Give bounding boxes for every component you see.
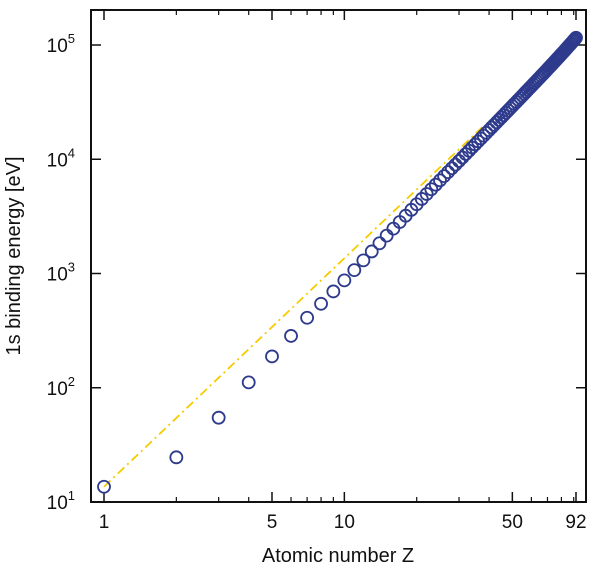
data-point (437, 169, 451, 184)
y-tick-label: 104 (47, 145, 75, 171)
data-point (569, 30, 583, 45)
y-tick-label: 103 (47, 260, 75, 286)
data-point (424, 182, 439, 197)
data-point (567, 32, 582, 47)
data-point (372, 236, 387, 251)
data-point (419, 187, 434, 201)
y-tick-exponent: 2 (68, 374, 75, 389)
y-tick-base: 10 (47, 379, 68, 400)
reference-line-layer (103, 125, 485, 488)
data-point (444, 161, 459, 176)
data-point (356, 253, 371, 268)
x-tick-labels: 1 5 10 50 92 (99, 512, 587, 533)
plot-frame (90, 9, 587, 503)
data-point (169, 450, 184, 465)
data-point (566, 33, 581, 48)
data-point (455, 150, 470, 165)
x-tick-label: 10 (334, 512, 355, 533)
y-axis-label: 1s binding energy [eV] (3, 156, 25, 355)
axis-ticks (91, 10, 586, 503)
y-tick-exponent: 3 (68, 260, 75, 275)
data-point (337, 273, 352, 288)
x-tick-label: 1 (99, 512, 110, 533)
data-point (448, 157, 463, 172)
y-tick-exponent: 5 (68, 31, 75, 46)
data-point (284, 329, 298, 343)
data-point (452, 154, 466, 168)
y-tick-label: 101 (47, 488, 75, 514)
data-point (314, 296, 328, 311)
data-point (241, 375, 256, 390)
data-point (379, 228, 394, 243)
y-tick-base: 10 (47, 36, 68, 57)
data-point (492, 112, 506, 127)
data-point (433, 173, 447, 188)
data-points (97, 30, 583, 494)
data-point (300, 310, 315, 325)
y-tick-base: 10 (47, 265, 68, 286)
data-point (347, 263, 362, 278)
y-tick-base: 10 (47, 150, 68, 171)
y-tick-label: 105 (47, 31, 75, 57)
reference-line (103, 125, 485, 488)
x-tick-label: 92 (565, 512, 586, 533)
y-tick-base: 10 (47, 493, 68, 514)
data-point (265, 349, 279, 364)
x-tick-label: 50 (502, 512, 523, 533)
y-tick-exponent: 4 (68, 145, 75, 160)
y-tick-label: 102 (47, 374, 75, 400)
data-point (441, 165, 455, 180)
data-point (97, 479, 111, 494)
plot-area (90, 9, 587, 503)
y-tick-exponent: 1 (68, 488, 75, 503)
data-point (364, 244, 379, 259)
data-point (565, 34, 580, 49)
data-point (428, 177, 443, 192)
x-tick-label: 5 (267, 512, 278, 533)
data-point (414, 192, 429, 206)
x-axis-label: Atomic number Z (262, 545, 414, 567)
data-point (326, 284, 341, 299)
data-point (489, 115, 504, 130)
data-point (211, 410, 226, 425)
